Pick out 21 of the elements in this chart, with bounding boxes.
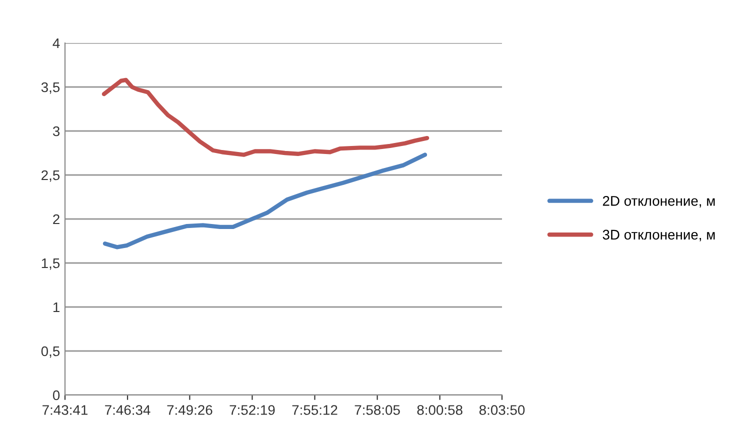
- y-tick-label: 2,5: [42, 170, 60, 182]
- x-tick-label: 8:00:58: [417, 405, 462, 415]
- y-tick-label: 4: [52, 38, 60, 48]
- y-tick-label: 3,5: [41, 82, 60, 94]
- y-tick-label: 3: [52, 126, 60, 136]
- y-tick-label: 1,5: [42, 258, 60, 270]
- x-tick-label: 8:03:50: [479, 405, 525, 415]
- x-tick-label: 7:43:41: [42, 405, 88, 415]
- x-tick-label: 7:49:26: [167, 405, 212, 415]
- y-tick-label: 2: [53, 214, 60, 224]
- line-series: [102, 152, 428, 250]
- x-tick-label: 7:52:19: [230, 405, 275, 415]
- y-tick-label: 1: [53, 302, 60, 312]
- legend-label: 3D отклонение, м: [602, 230, 715, 242]
- x-tick-label: 7:58:05: [354, 405, 400, 415]
- line-series: [102, 78, 430, 157]
- y-tick-label: 0: [52, 390, 60, 400]
- legend-label: 2D отклонение, м: [602, 196, 715, 208]
- y-tick-label: 0,5: [41, 346, 60, 358]
- x-tick-label: 7:46:34: [105, 405, 150, 415]
- x-tick-label: 7:55:12: [292, 405, 338, 415]
